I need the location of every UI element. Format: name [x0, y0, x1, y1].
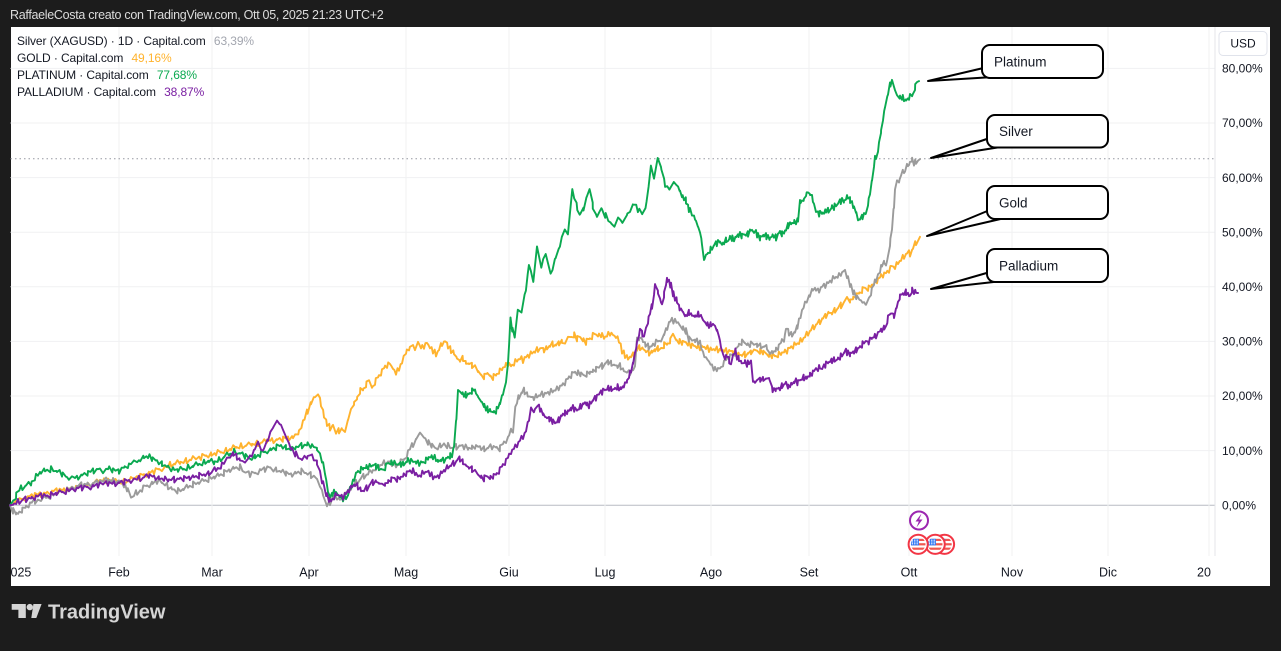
svg-text:Feb: Feb [108, 566, 130, 580]
svg-text:0,00%: 0,00% [1222, 498, 1256, 512]
svg-text:Ago: Ago [700, 566, 722, 580]
svg-text:TradingView: TradingView [48, 602, 166, 624]
svg-text:10,00%: 10,00% [1222, 444, 1263, 458]
svg-text:025: 025 [11, 566, 32, 580]
svg-text:Gold: Gold [999, 195, 1028, 210]
svg-text:Lug: Lug [595, 566, 616, 580]
svg-text:Mag: Mag [394, 566, 418, 580]
svg-text:Mar: Mar [201, 566, 223, 580]
svg-text:Ott: Ott [901, 566, 918, 580]
svg-text:60,00%: 60,00% [1222, 171, 1263, 185]
svg-text:Palladium: Palladium [999, 258, 1058, 273]
svg-text:20,00%: 20,00% [1222, 389, 1263, 403]
svg-text:Silver: Silver [999, 124, 1033, 139]
svg-text:USD: USD [1230, 37, 1256, 51]
svg-text:Platinum: Platinum [994, 54, 1047, 69]
svg-text:40,00%: 40,00% [1222, 280, 1263, 294]
svg-text:Giu: Giu [499, 566, 519, 580]
svg-text:Nov: Nov [1001, 566, 1024, 580]
svg-text:30,00%: 30,00% [1222, 335, 1263, 349]
svg-text:80,00%: 80,00% [1222, 62, 1263, 76]
svg-text:50,00%: 50,00% [1222, 225, 1263, 239]
svg-text:Set: Set [800, 566, 819, 580]
svg-text:20: 20 [1197, 566, 1211, 580]
svg-text:Apr: Apr [299, 566, 318, 580]
svg-text:70,00%: 70,00% [1222, 116, 1263, 130]
svg-text:Dic: Dic [1099, 566, 1117, 580]
